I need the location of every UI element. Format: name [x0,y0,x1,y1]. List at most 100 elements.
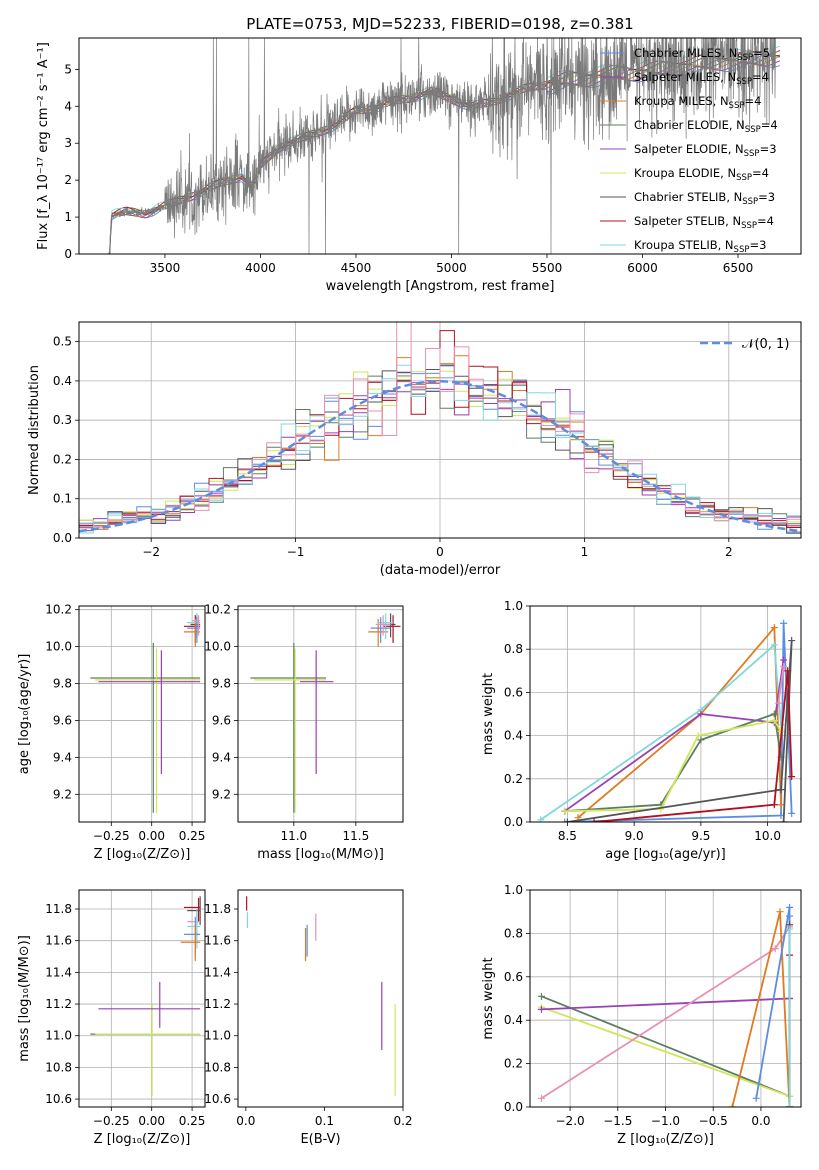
y-tick-label: 0.4 [53,374,72,388]
y-tick-label: 1 [64,210,72,224]
y-tick-label: 0.4 [504,1013,523,1027]
y-tick-label: 1.0 [504,883,523,897]
x-tick-label: 4500 [341,261,372,275]
y-tick-label: 11.6 [204,934,231,948]
y-tick-label: 10.6 [45,1092,72,1106]
y-tick-label: 11.8 [204,902,231,916]
legend-label: 𝒩(0, 1) [742,337,789,352]
weight-point-marker [537,1005,545,1013]
x-tick-label: 0.1 [315,1114,334,1128]
y-tick-label: 9.8 [53,677,72,691]
weight-point-marker [788,773,796,781]
plot-area [537,619,796,822]
y-axis-label: mass weight [481,673,496,755]
x-tick-label: −1 [287,545,305,559]
y-tick-label: 10.0 [204,640,231,654]
y-tick-label: 0.4 [504,729,523,743]
legend-label: Salpeter STELIB, NSSP=4 [634,214,774,231]
y-tick-label: 10.2 [45,603,72,617]
weight-point-marker [697,736,705,744]
x-tick-label: 0.00 [138,829,165,843]
y-tick-label: 9.6 [212,713,231,727]
figure-title: PLATE=0753, MJD=52233, FIBERID=0198, z=0… [246,15,633,33]
x-tick-label: −1.5 [603,1114,632,1128]
weight-point-marker [590,818,598,822]
weight-point-marker [774,699,782,707]
y-tick-label: 3 [64,136,72,150]
y-tick-label: 0.6 [504,970,523,984]
weight-point-marker [770,801,778,809]
x-tick-label: −1.0 [651,1114,680,1128]
y-axis-label: age [log₁₀(age/yr)] [17,654,32,775]
y-tick-label: 9.4 [53,750,72,764]
plot-area [79,322,801,534]
weight-point-marker [770,641,778,649]
weight-point-marker [788,809,796,817]
x-tick-label: −0.25 [93,829,130,843]
weight-point-marker [780,662,788,670]
weight-point-marker [777,721,785,729]
plot-area [90,896,201,1096]
x-tick-label: 5000 [436,261,467,275]
y-tick-label: 9.2 [53,787,72,801]
y-tick-label: 10.2 [204,603,231,617]
y-tick-label: 0.0 [504,1100,523,1114]
y-tick-label: 0.0 [504,815,523,829]
weight-series-line [594,670,793,822]
x-axis-label: Z [log₁₀(Z/Z⊙)] [94,847,191,862]
y-tick-label: 4 [64,99,72,113]
weight-point-marker [561,807,569,815]
panel-spectrum: 3500 4000 4500 5000 5500 6000 6500 0 1 2 3 4 5 wavele… [36,37,802,294]
y-tick-label: 0.3 [53,413,72,427]
weight-point-marker [780,818,788,822]
y-tick-label: 5 [64,62,72,76]
x-tick-label: 0.00 [138,1114,165,1128]
y-tick-label: 9.4 [212,750,231,764]
legend-label: Salpeter ELODIE, NSSP=3 [634,142,777,159]
panel-mass_vs_ebv: 0.0 0.1 0.2 10.6 10.8 11.0 11.2 11.4 11.6 11.8 E(B… [204,889,413,1147]
legend-label: Chabrier ELODIE, NSSP=4 [634,118,778,135]
y-tick-label: 0.2 [53,452,72,466]
legend-label: Kroupa ELODIE, NSSP=4 [634,166,769,183]
x-axis-label: wavelength [Angstrom, rest frame] [326,279,555,294]
panel-age_vs_mass: 11.0 11.5 9.2 9.4 9.6 9.8 10.0 10.2 mass [log₁₀(… [204,603,404,862]
residual-histogram [79,322,801,529]
x-axis-label: E(B-V) [300,1132,340,1147]
weight-point-marker [537,816,545,822]
x-tick-label: 8.5 [558,829,577,843]
y-tick-label: 10.6 [204,1092,231,1106]
weight-series-line [567,640,793,822]
legend-label: Chabrier MILES, NSSP=5 [634,46,770,63]
y-tick-label: 11.0 [204,1029,231,1043]
legend-label: Chabrier STELIB, NSSP=3 [634,190,775,207]
normal-curve [79,380,801,533]
axes-frame [78,889,206,1108]
plot-area [250,613,401,813]
axes-frame [529,605,802,823]
y-tick-label: 11.2 [45,997,72,1011]
plot-area [90,613,201,813]
x-tick-label: 0.25 [179,829,206,843]
panel-age_vs_Z: −0.25 0.00 0.25 9.2 9.4 9.6 9.8 10.0 10.2 Z [log₁… [17,603,206,862]
weight-point-marker [561,818,569,822]
plot-area [537,903,794,1107]
weight-series-line [564,623,793,822]
x-tick-label: 0 [436,545,444,559]
y-tick-label: 0.8 [504,642,523,656]
x-tick-label: 1 [581,545,589,559]
x-axis-label: Z [log₁₀(Z/Z⊙)] [94,1132,191,1147]
x-tick-label: 4000 [245,261,276,275]
x-tick-label: 6000 [627,261,658,275]
weight-point-marker [780,656,788,664]
y-tick-label: 0.2 [504,772,523,786]
y-tick-label: 9.6 [53,713,72,727]
y-axis-label: Normed distribution [27,365,42,495]
weight-point-marker [780,619,788,627]
x-tick-label: −0.5 [699,1114,728,1128]
y-tick-label: 0.2 [504,1057,523,1071]
y-tick-label: 2 [64,173,72,187]
x-tick-label: 3500 [150,261,181,275]
axes-frame [78,605,206,823]
y-tick-label: 0.5 [53,335,72,349]
weight-point-marker [770,624,778,632]
